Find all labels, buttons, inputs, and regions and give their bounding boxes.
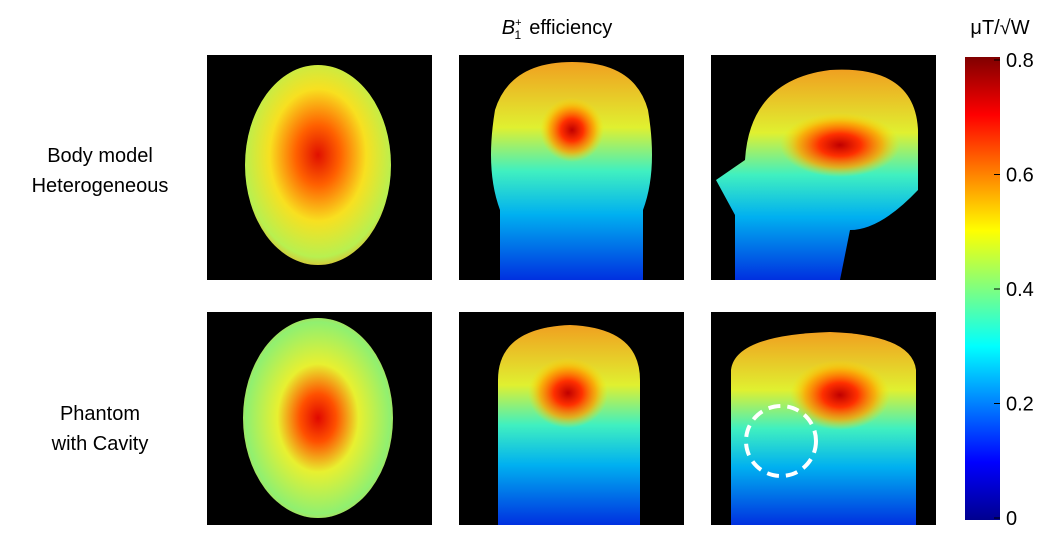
title-subscript: 1	[515, 28, 522, 42]
map	[731, 332, 916, 525]
row-label: Heterogeneous	[32, 175, 169, 197]
map	[491, 62, 652, 280]
row-label: with Cavity	[51, 433, 149, 455]
hotspot	[790, 360, 890, 430]
colorbar-tick-label: 0.6	[1006, 165, 1034, 187]
row-label: Body model	[47, 145, 153, 167]
row-label: Phantom	[60, 403, 140, 425]
colorbar-tick-label: 0.8	[1006, 50, 1034, 72]
hotspot	[540, 98, 604, 162]
hotspot	[780, 113, 900, 177]
map	[245, 65, 391, 265]
title-symbol: B	[502, 17, 515, 39]
colorbar-tick-label: 0.2	[1006, 394, 1034, 416]
title-text: efficiency	[529, 17, 612, 39]
hotspot	[528, 358, 608, 428]
colorbar-tick-label: 0.4	[1006, 279, 1034, 301]
colorbar-tick-label: 0	[1006, 508, 1017, 530]
colorbar-label: μT/√W	[970, 17, 1029, 39]
figure: B+1efficiency Body model Heterogeneous P…	[0, 0, 1045, 531]
panels	[207, 55, 936, 525]
map	[243, 318, 393, 518]
